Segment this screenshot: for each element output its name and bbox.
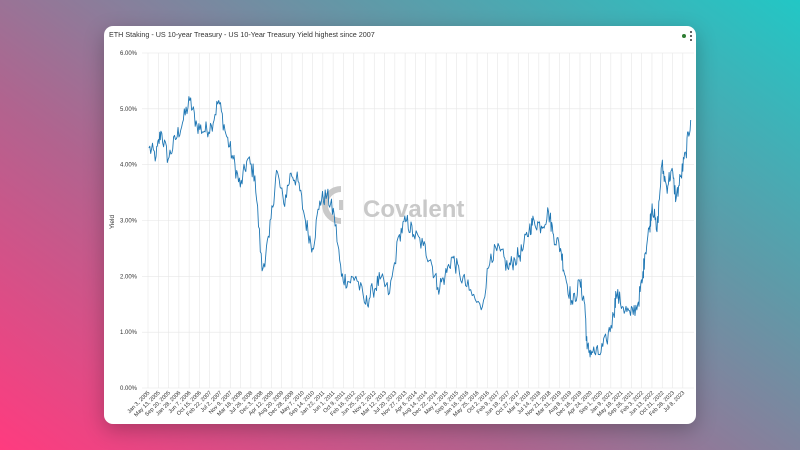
chart-card: ETH Staking - US 10-year Treasury - US 1… (104, 26, 696, 424)
chart-title: ETH Staking - US 10-year Treasury - US 1… (109, 30, 375, 39)
line-chart: Covalent 0.00% 1.00% 2.00% 3.00% 4.00% 5.00% 6… (109, 51, 694, 418)
y-tick-label: 1.00% (120, 330, 138, 336)
y-tick-label: 2.00% (120, 274, 138, 280)
watermark: Covalent (322, 186, 464, 224)
y-tick-label: 3.00% (120, 219, 138, 225)
y-axis-label: Yield (109, 215, 116, 230)
watermark-text: Covalent (363, 196, 464, 223)
y-tick-label: 4.00% (120, 163, 138, 169)
more-vertical-icon[interactable] (688, 31, 694, 41)
x-gridlines (147, 53, 684, 388)
series-line (148, 96, 692, 358)
y-tick-label: 6.00% (120, 51, 138, 57)
y-gridlines (142, 52, 694, 389)
y-tick-label: 0.00% (120, 386, 138, 392)
y-tick-labels: 0.00% 1.00% 2.00% 3.00% 4.00% 5.00% 6.00% (120, 51, 138, 392)
status-dot (682, 34, 686, 38)
y-tick-label: 5.00% (120, 107, 138, 113)
